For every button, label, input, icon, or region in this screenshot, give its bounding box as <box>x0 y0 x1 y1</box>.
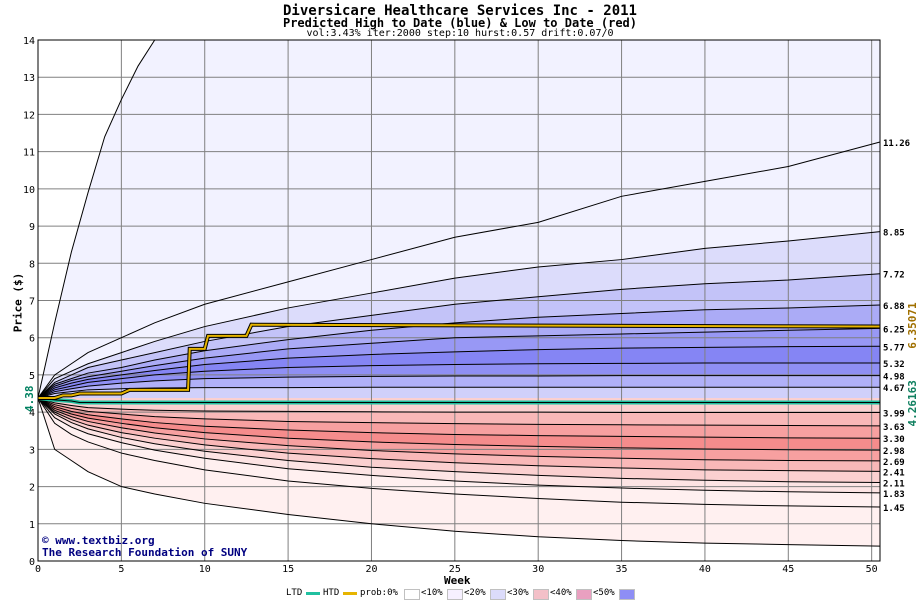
low-band-line <box>37 397 881 483</box>
band-end-label: 6.88 <box>883 302 905 312</box>
y-tick-label: 3 <box>29 445 35 456</box>
band-end-label: 7.72 <box>883 271 905 281</box>
legend-swatch <box>576 589 592 600</box>
y-tick-label: 8 <box>29 259 35 270</box>
x-tick-label: 40 <box>699 564 711 575</box>
legend-swatch <box>447 589 463 600</box>
y-axis-label: Price ($) <box>11 272 25 333</box>
band-end-label: 4.98 <box>883 373 905 383</box>
low-band-line <box>37 397 881 508</box>
x-tick-label: 30 <box>532 564 544 575</box>
legend-swatch <box>404 589 420 600</box>
outer-high-line <box>37 39 156 399</box>
y-tick-label: 9 <box>29 222 35 233</box>
band-end-label: 5.77 <box>883 343 905 353</box>
legend: LTD HTD prob:0% <10% <20% <30% <40% <50% <box>0 588 920 600</box>
band-end-label: 11.26 <box>883 139 910 149</box>
high-band-fill <box>38 387 880 399</box>
band-end-label: 5.32 <box>883 360 905 370</box>
low-band-line <box>37 397 881 439</box>
x-tick-label: 35 <box>616 564 628 575</box>
band-end-label: 6.25 <box>883 325 905 335</box>
legend-label: LTD <box>286 588 303 598</box>
legend-label: <20% <box>464 588 486 598</box>
legend-swatch <box>533 589 549 600</box>
band-end-label: 1.83 <box>883 490 905 500</box>
htd-series-line <box>38 323 881 400</box>
high-band-line <box>37 327 881 399</box>
legend-label: <50% <box>593 588 615 598</box>
y-tick-label: 7 <box>29 297 35 308</box>
x-tick-label: 25 <box>449 564 461 575</box>
low-band-line <box>37 397 881 462</box>
y-tick-label: 0 <box>29 557 35 568</box>
y-tick-label: 11 <box>23 148 35 159</box>
low-band-line <box>37 397 880 414</box>
credit-line-1: © www.textbiz.org <box>42 534 155 547</box>
band-end-label: 4.67 <box>883 384 905 394</box>
band-end-label: 2.41 <box>883 468 905 478</box>
legend-swatch <box>306 592 320 595</box>
high-band-line <box>37 304 881 399</box>
high-band-line <box>37 386 880 399</box>
y-tick-label: 6 <box>29 334 35 345</box>
x-tick-label: 15 <box>282 564 294 575</box>
y-tick-label: 1 <box>29 520 35 531</box>
y-tick-label: 10 <box>23 185 35 196</box>
high-band-line <box>37 362 880 399</box>
y-tick-label: 13 <box>23 73 35 84</box>
x-tick-label: 5 <box>118 564 124 575</box>
chart-title: Diversicare Healthcare Services Inc - 20… <box>282 3 637 19</box>
high-band-line <box>37 375 880 399</box>
legend-label: prob:0% <box>360 588 398 598</box>
y-tick-label: 12 <box>23 110 35 121</box>
y-tick-label: 2 <box>29 483 35 494</box>
legend-label: <30% <box>507 588 529 598</box>
ltd-end-label: 4.26163 <box>906 380 919 426</box>
low-band-line <box>37 397 881 472</box>
band-end-label: 1.45 <box>883 504 905 514</box>
start-price-label: 4.38 <box>23 386 36 413</box>
band-end-label: 8.85 <box>883 229 905 239</box>
legend-swatch <box>619 589 635 600</box>
band-end-label: 3.30 <box>883 435 905 445</box>
legend-label: HTD <box>323 588 340 598</box>
band-end-label: 3.99 <box>883 410 905 420</box>
high-band-line <box>37 141 881 399</box>
htd-end-label: 6.35071 <box>906 302 919 349</box>
y-tick-label: 4 <box>29 408 35 419</box>
high-band-line <box>37 231 881 399</box>
legend-label: <10% <box>421 588 443 598</box>
x-axis-label: Week <box>444 574 471 587</box>
credit-line-2: The Research Foundation of SUNY <box>42 546 248 559</box>
x-tick-label: 20 <box>365 564 377 575</box>
x-tick-label: 0 <box>35 564 41 575</box>
y-tick-label: 14 <box>23 36 35 47</box>
band-end-label: 2.11 <box>883 479 905 489</box>
plot-border <box>37 39 881 562</box>
y-tick-label: 5 <box>29 371 35 382</box>
chart-params: vol:3.43% iter:2000 step:10 hurst:0.57 d… <box>306 28 614 39</box>
x-tick-label: 50 <box>866 564 878 575</box>
legend-swatch <box>343 592 357 595</box>
low-band-line <box>37 397 881 427</box>
low-band-line <box>37 397 881 451</box>
band-end-label: 3.63 <box>883 423 905 433</box>
x-tick-label: 45 <box>782 564 794 575</box>
chart-subtitle: Predicted High to Date (blue) & Low to D… <box>282 16 637 30</box>
legend-label: <40% <box>550 588 572 598</box>
band-end-label: 2.69 <box>883 458 905 468</box>
outer-low-line <box>37 397 881 547</box>
x-tick-label: 10 <box>199 564 211 575</box>
band-end-label: 2.98 <box>883 447 905 457</box>
low-band-line <box>37 397 881 494</box>
legend-swatch <box>490 589 506 600</box>
high-band-line <box>37 345 881 399</box>
